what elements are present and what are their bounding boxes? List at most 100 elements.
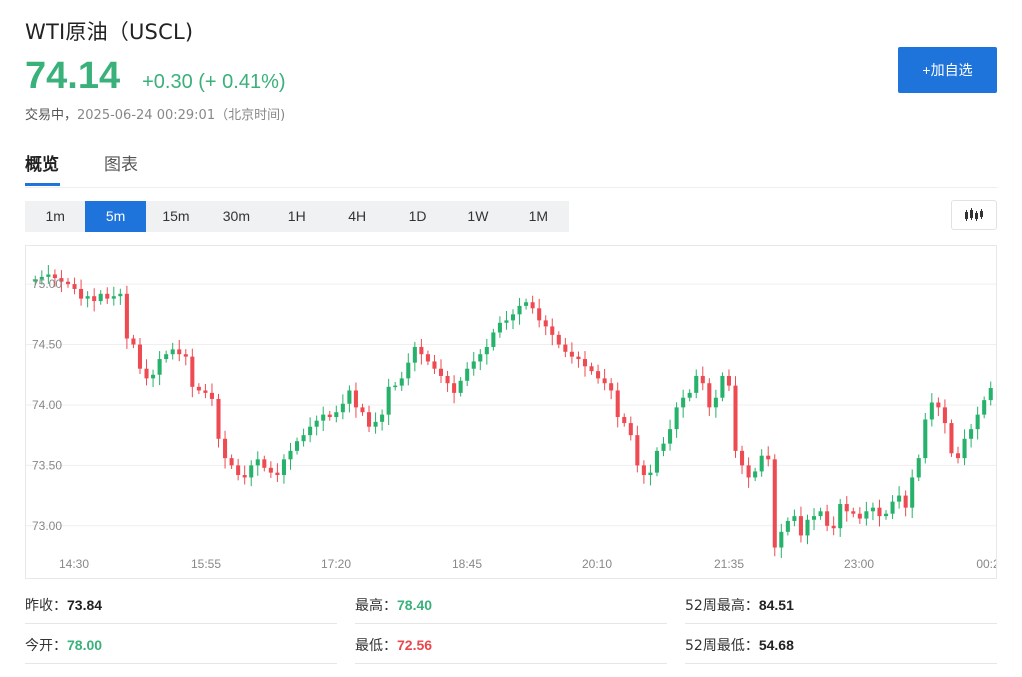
add-watchlist-button[interactable]: +加自选 — [898, 47, 997, 93]
candle-body — [602, 378, 607, 384]
period-1m[interactable]: 1m — [45, 208, 65, 224]
candle-body — [942, 407, 947, 424]
candle-body — [661, 443, 666, 451]
candle-body — [864, 511, 869, 519]
stat-prev-close: 昨收：73.84 — [25, 590, 337, 624]
candle-body — [792, 516, 797, 521]
candle-body — [399, 378, 404, 386]
candle-body — [766, 455, 771, 460]
candle-body — [543, 320, 548, 327]
candle-body — [510, 314, 516, 321]
candle-body — [137, 344, 143, 369]
candle-body — [380, 414, 385, 422]
stat-label: 最高： — [355, 598, 397, 614]
candle-body — [111, 296, 116, 299]
candle-body — [177, 349, 182, 355]
candle-body — [327, 414, 332, 418]
candle-body — [890, 501, 895, 514]
candle-body — [484, 346, 489, 355]
period-15m[interactable]: 15m — [162, 208, 190, 224]
current-price: 74.14 — [25, 55, 121, 97]
period-1d[interactable]: 1D — [408, 208, 427, 224]
candlestick-icon — [965, 208, 983, 221]
stat-low: 最低：72.56 — [355, 630, 667, 664]
tab-chart[interactable]: 图表 — [104, 155, 138, 175]
period-1mo[interactable]: 1M — [528, 208, 549, 224]
candle-body — [772, 459, 777, 548]
candle-body — [295, 441, 300, 451]
stat-high: 最高：78.40 — [355, 590, 667, 624]
candle-body — [131, 338, 136, 345]
candle-body — [386, 386, 391, 415]
candle-body — [281, 459, 286, 476]
candle-body — [419, 346, 424, 355]
candle-body — [681, 397, 686, 408]
stat-value: 72.56 — [397, 637, 433, 653]
period-1h[interactable]: 1H — [287, 208, 306, 224]
candle-body — [838, 504, 843, 529]
candle-body — [301, 435, 306, 442]
candle-body — [366, 412, 372, 427]
candle-body — [635, 435, 640, 466]
period-4h[interactable]: 4H — [348, 208, 367, 224]
candle-body — [72, 284, 77, 289]
x-tick-label: 23:00 — [844, 557, 874, 571]
chart-type-button[interactable] — [951, 200, 997, 230]
candle-body — [844, 504, 849, 512]
candle-body — [262, 459, 267, 468]
price-change: +0.30 (+ 0.41%) — [142, 71, 286, 93]
candle-body — [373, 421, 378, 427]
period-30m[interactable]: 30m — [222, 208, 250, 224]
candle-body — [615, 390, 620, 418]
candle-body — [491, 332, 496, 347]
candle-body — [779, 531, 784, 548]
x-tick-label: 17:20 — [321, 557, 351, 571]
candle-body — [353, 390, 358, 408]
candle-body — [517, 305, 522, 315]
candle-body — [851, 511, 856, 514]
candle-body — [334, 412, 339, 418]
stat-52w-low: 52周最低：54.68 — [685, 630, 997, 664]
candle-body — [726, 375, 731, 386]
candle-body — [52, 274, 57, 279]
candle-body — [46, 274, 51, 277]
candle-body — [576, 356, 581, 360]
stat-value: 54.68 — [758, 637, 794, 653]
y-tick-label: 75.00 — [32, 277, 62, 291]
x-tick-label: 14:30 — [59, 557, 89, 571]
candle-body — [537, 308, 542, 321]
candle-body — [249, 465, 254, 478]
instrument-title: WTI原油（USCL) — [25, 20, 194, 44]
candle-body — [641, 465, 646, 476]
candle-body — [969, 429, 974, 439]
timestamp: 2025-06-24 00:29:01（北京时间) — [77, 108, 286, 123]
candle-body — [654, 450, 660, 473]
price-row: 74.14 +0.30 (+ 0.41%) — [25, 55, 286, 98]
price-chart[interactable]: 75.00 74.50 74.00 73.50 73.00 14:30 15:55 17:20… — [25, 245, 997, 579]
y-tick-label: 73.00 — [32, 519, 62, 533]
candle-body — [870, 507, 875, 512]
candle-body — [923, 419, 928, 459]
candle-body — [753, 471, 758, 478]
candle-body — [478, 354, 483, 362]
candle-body — [288, 450, 293, 460]
x-tick-label: 20:10 — [582, 557, 612, 571]
candle-body — [164, 354, 169, 360]
candle-body — [707, 383, 712, 408]
tab-overview[interactable]: 概览 — [25, 150, 60, 186]
candle-body — [79, 288, 84, 299]
period-5m[interactable]: 5m — [85, 201, 146, 232]
candle-body — [530, 302, 535, 309]
candle-body — [648, 472, 653, 476]
stat-label: 最低： — [355, 638, 397, 654]
candle-body — [471, 361, 476, 369]
period-1w[interactable]: 1W — [467, 208, 489, 224]
candle-body — [203, 390, 208, 393]
chart-canvas: 75.00 74.50 74.00 73.50 73.00 14:30 15:55 17:20… — [26, 265, 996, 571]
candle-body — [687, 392, 692, 398]
candle-body — [563, 344, 568, 352]
stat-label: 今开： — [25, 638, 67, 654]
trading-status: 交易中，2025-06-24 00:29:01（北京时间) — [25, 104, 285, 123]
candle-body — [897, 495, 902, 502]
candle-body — [314, 420, 319, 427]
